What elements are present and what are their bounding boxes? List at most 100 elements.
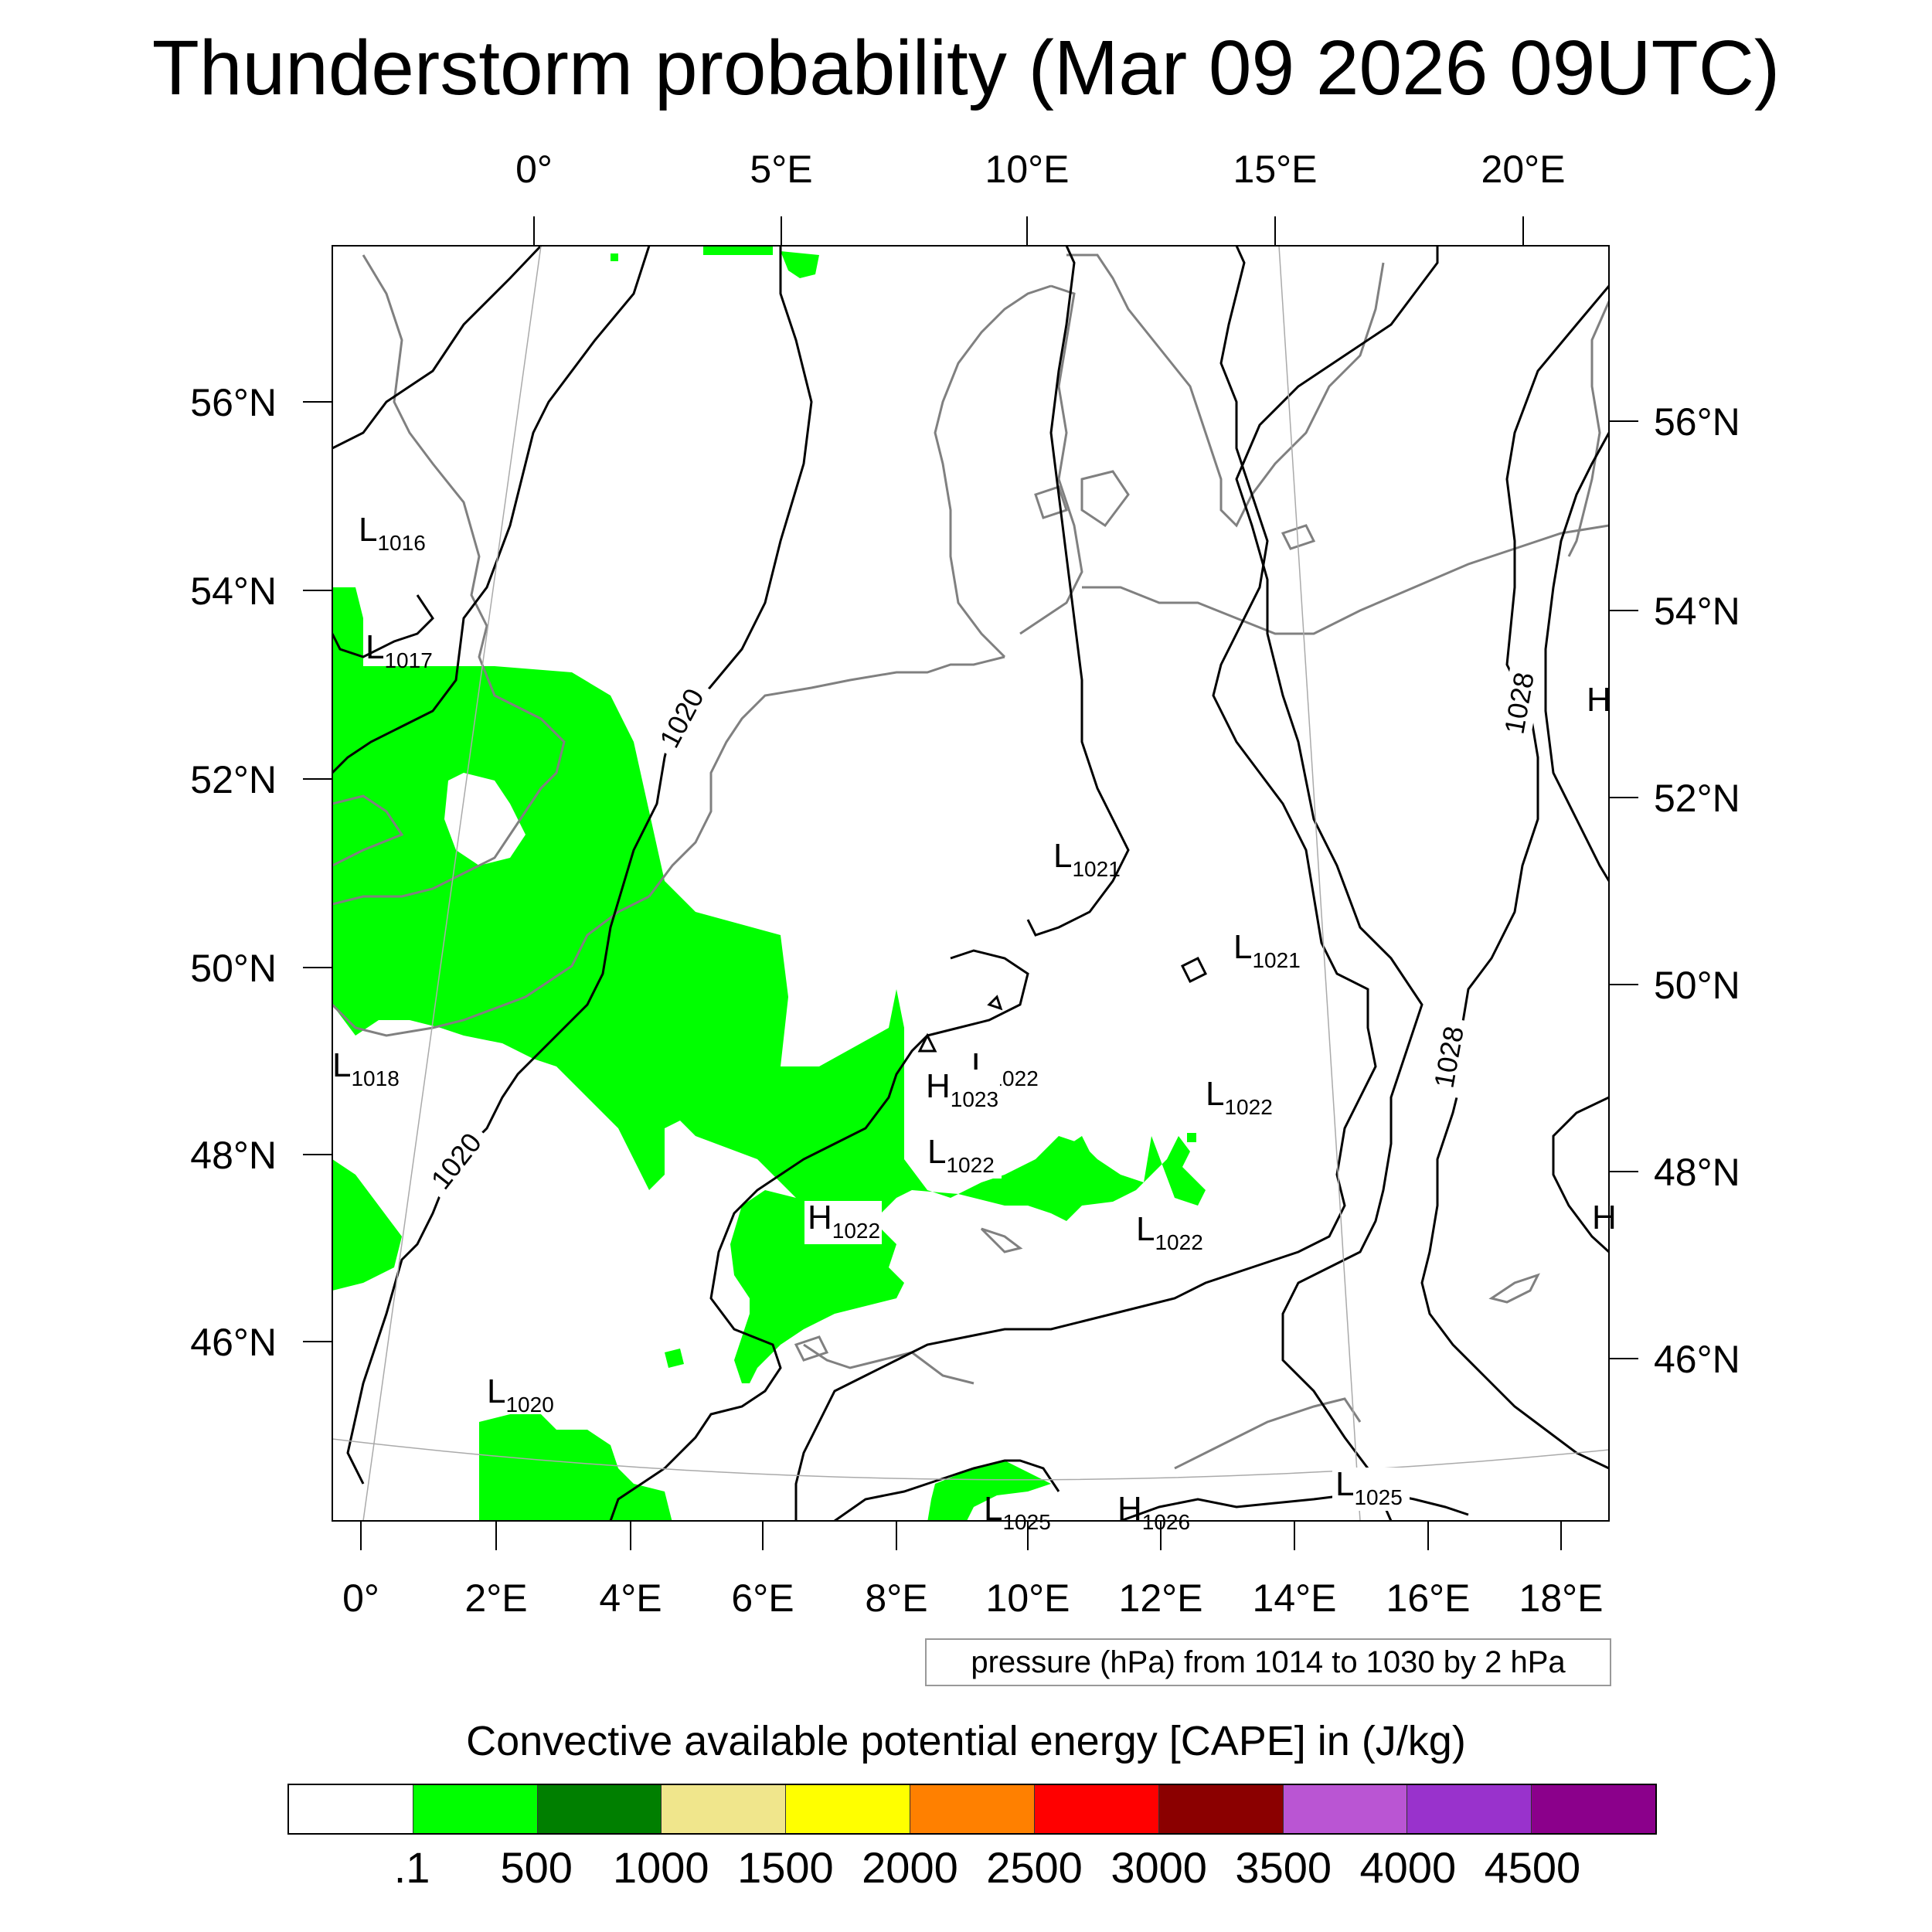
cape-patch-1 [1070, 1136, 1090, 1159]
pressure-center: H1023 [926, 1067, 998, 1111]
isobar-south-2 [1120, 1490, 1469, 1521]
coast-island-gotland [1281, 524, 1316, 550]
right-lat-label: 56°N [1654, 400, 1740, 444]
right-ticks [1609, 420, 1638, 1359]
colorbar-swatch [662, 1785, 787, 1833]
colorbar-swatch [537, 1785, 662, 1833]
bottom-lon-label: 10°E [986, 1577, 1070, 1620]
left-lat-label: 50°N [190, 947, 277, 990]
colorbar-label: .1 [393, 1843, 430, 1892]
chart-title: Thunderstorm probability (Mar 09 2026 09… [151, 25, 1781, 111]
isobar-small-1 [917, 1032, 937, 1053]
isobar-small-3 [1180, 956, 1208, 984]
colorbar-label: 500 [500, 1843, 573, 1892]
isobar-1030-east [1544, 432, 1609, 882]
right-lat-label: 48°N [1654, 1151, 1740, 1194]
coast-italy-north [803, 1343, 975, 1385]
coast-britain [332, 254, 566, 906]
colorbar-swatch [413, 1785, 538, 1833]
isobar-small-2 [987, 995, 1003, 1011]
colorbar-label: 3500 [1235, 1843, 1332, 1892]
right-lat-label: 52°N [1654, 777, 1740, 820]
isobar-uk-low [332, 594, 434, 658]
isobar-1024 [794, 246, 1377, 1521]
coast-fyn [1034, 485, 1068, 519]
colorbar-label: 3000 [1111, 1843, 1207, 1892]
graticule-0 [362, 246, 542, 1521]
isobar-south-1 [834, 1459, 1060, 1521]
colorbar-swatch [1034, 1785, 1159, 1833]
left-ticks [303, 401, 332, 1342]
colorbar-swatch [1532, 1785, 1655, 1833]
graticule-45n [332, 1438, 1609, 1481]
top-ticks [533, 216, 1524, 246]
bottom-lon-label: 18°E [1519, 1577, 1604, 1620]
left-lat-label: 52°N [190, 758, 277, 801]
graticule-15e [1278, 246, 1361, 1521]
pressure-center: L1017 [366, 628, 433, 672]
bottom-lon-label: 16°E [1386, 1577, 1471, 1620]
colorbar-swatch [289, 1785, 413, 1833]
map-frame [332, 245, 1610, 1522]
pressure-center: L1025 [1335, 1465, 1403, 1509]
pressure-center: L1016 [359, 511, 426, 555]
right-lat-label: 46°N [1654, 1338, 1740, 1381]
isobar-1020-west [332, 246, 543, 450]
cape-patch-4 [703, 246, 773, 255]
pressure-center: L1020 [487, 1372, 554, 1417]
pressure-center: H [1592, 1199, 1617, 1236]
coast-sweden [1066, 253, 1385, 528]
coast-lake-constance [980, 1227, 1023, 1253]
top-lon-label: 15°E [1233, 148, 1318, 191]
cape-region-mediterranean [927, 1461, 1051, 1521]
cape-patch-2 [665, 1349, 684, 1368]
colorbar-label: 2000 [862, 1843, 958, 1892]
bottom-lon-label: 2°E [464, 1577, 527, 1620]
colorbar-label: 2500 [986, 1843, 1083, 1892]
pressure-center: H1026 [1117, 1490, 1190, 1534]
pressure-center: L1022 [1136, 1210, 1203, 1254]
coast-jutland-west [934, 284, 1052, 658]
colorbar-label: 1000 [612, 1843, 709, 1892]
top-lon-label: 0° [515, 148, 553, 191]
colorbar [287, 1784, 1657, 1835]
pressure-center: L1022 [927, 1133, 995, 1177]
right-lat-label: 54°N [1654, 590, 1740, 633]
isobar-1020-long [346, 246, 813, 1485]
bottom-lon-label: 12°E [1119, 1577, 1203, 1620]
coast-france-channel [332, 895, 650, 1037]
left-lat-label: 54°N [190, 570, 277, 613]
pressure-contour-note: pressure (hPa) from 1014 to 1030 by 2 hP… [925, 1638, 1611, 1686]
colorbar-swatch [1158, 1785, 1284, 1833]
pressure-center: H1022 [808, 1199, 880, 1243]
left-lat-label: 56°N [190, 381, 277, 424]
colorbar-labels: .1 500 1000 1500 2000 2500 3000 3500 4000 4500 [0, 1843, 1932, 1897]
colorbar-swatch [786, 1785, 911, 1833]
left-lat-label: 48°N [190, 1134, 277, 1177]
right-lat-label: 50°N [1654, 964, 1740, 1007]
colorbar-label: 4500 [1484, 1843, 1581, 1892]
isobar-1026 [1235, 246, 1439, 1521]
colorbar-swatch [1407, 1785, 1532, 1833]
bottom-lon-label: 14°E [1253, 1577, 1337, 1620]
coast-zealand [1080, 470, 1130, 528]
colorbar-swatch [1283, 1785, 1408, 1833]
cape-patch-5 [781, 251, 819, 278]
colorbar-label: 1500 [737, 1843, 834, 1892]
colorbar-swatch [910, 1785, 1035, 1833]
cape-region-southwest [332, 1159, 402, 1291]
coast-baltic-states [1567, 301, 1609, 557]
bottom-lon-label: 0° [342, 1577, 379, 1620]
pressure-center: L1021 [1233, 928, 1301, 972]
top-lon-label: 10°E [985, 148, 1070, 191]
pressure-center-layer: L1016 L1017 L1018 L1020 L1021 L1021 L102… [332, 511, 1617, 1534]
pressure-center: L1025 [984, 1490, 1051, 1534]
axis-labels: 0° 5°E 10°E 15°E 20°E 0° 2°E 4°E 6°E 8°E… [190, 148, 1740, 1620]
bottom-ticks [360, 1521, 1562, 1550]
coast-benelux [648, 655, 1005, 897]
coast-jutland-east [1019, 284, 1083, 635]
top-lon-label: 20°E [1481, 148, 1566, 191]
cape-region-northwest [332, 587, 1206, 1221]
isobar-1020-main [332, 246, 651, 774]
